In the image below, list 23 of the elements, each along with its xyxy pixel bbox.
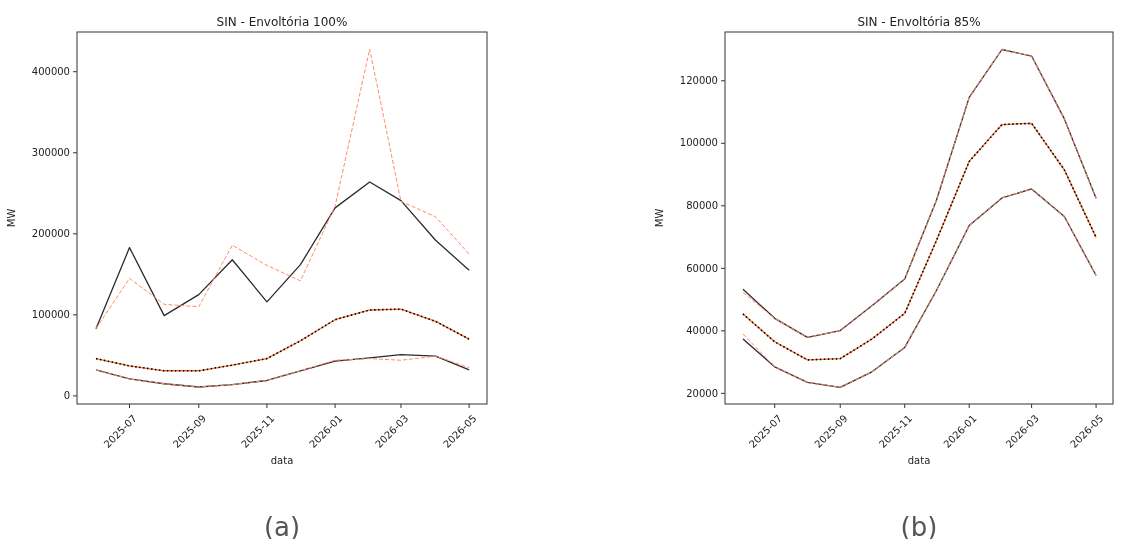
chart-title: SIN - Envoltória 85% xyxy=(857,15,981,29)
y-tick-label: 300000 xyxy=(31,146,70,158)
y-axis-title: MW xyxy=(6,208,17,228)
y-tick-label: 20000 xyxy=(686,387,718,399)
x-axis-title: data xyxy=(270,455,294,466)
y-tick-label: 100000 xyxy=(679,137,718,149)
text: (b) xyxy=(900,512,938,539)
y-tick-label: 200000 xyxy=(31,228,70,239)
y-tick-label: 400000 xyxy=(31,65,70,77)
chart-title: SIN - Envoltória 100% xyxy=(216,15,348,29)
y-tick-label: 0 xyxy=(63,390,70,402)
y-tick-label: 40000 xyxy=(686,325,718,337)
line-series xyxy=(95,181,470,330)
text: (a) xyxy=(263,512,301,539)
y-tick-label: 80000 xyxy=(686,200,718,212)
line-series xyxy=(95,308,470,372)
y-axis-title: MW xyxy=(654,208,665,228)
y-tick-label: 120000 xyxy=(679,74,718,86)
line-series xyxy=(95,48,470,330)
x-axis-title: data xyxy=(907,455,931,466)
y-tick-label: 100000 xyxy=(31,309,70,321)
line-series xyxy=(742,122,1097,361)
y-tick-label: 60000 xyxy=(686,262,718,274)
